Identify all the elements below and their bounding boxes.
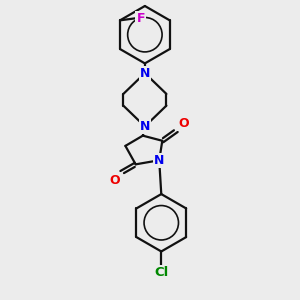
Text: F: F [136, 12, 145, 25]
Text: N: N [140, 67, 150, 80]
Text: O: O [178, 116, 189, 130]
Text: N: N [140, 120, 150, 133]
Text: N: N [154, 154, 164, 167]
Text: O: O [109, 174, 120, 187]
Text: Cl: Cl [154, 266, 168, 279]
